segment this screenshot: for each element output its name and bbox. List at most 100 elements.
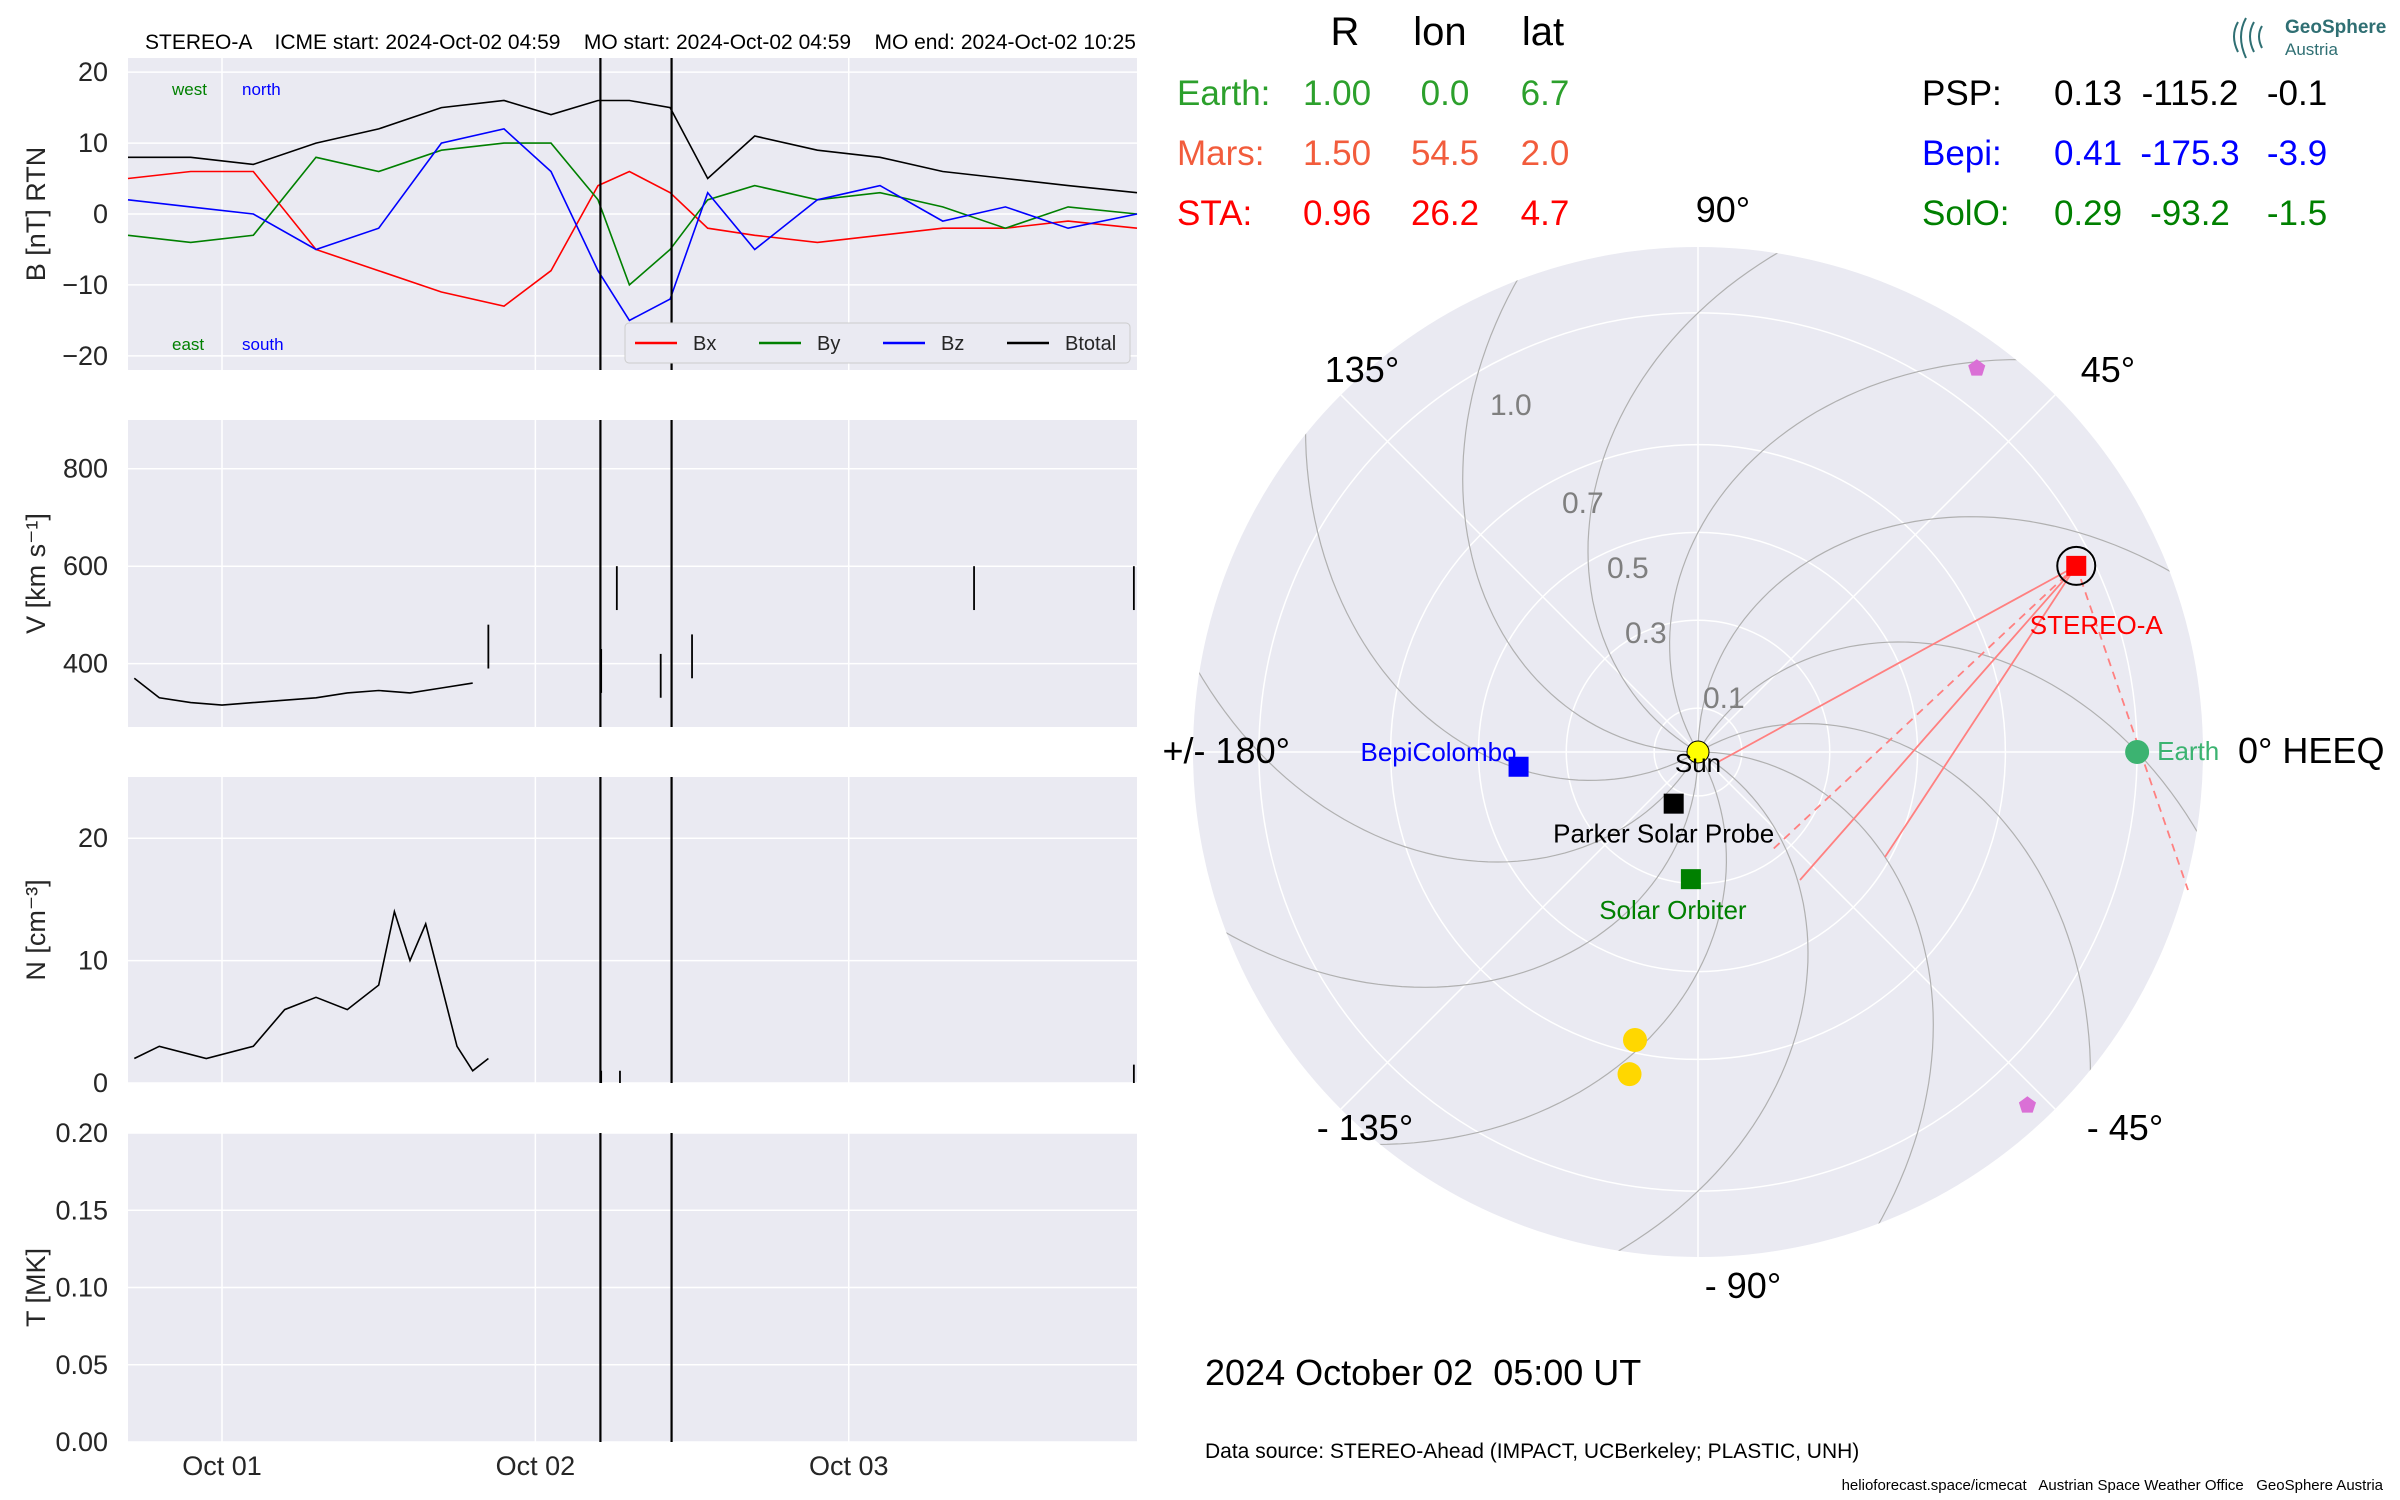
spiral-line [1697, 516, 2203, 753]
figure-title: STEREO-A ICME start: 2024-Oct-02 04:59 M… [145, 31, 1136, 54]
table-row-lon: -115.2 [2142, 74, 2239, 113]
body-marker [1686, 740, 1710, 764]
table-row-r: 0.29 [2054, 194, 2122, 233]
y-tick-label: 0.15 [55, 1195, 108, 1225]
polar-spoke [1697, 751, 2056, 1110]
annotation-west: west [171, 80, 207, 99]
series-btotal [128, 99, 1138, 194]
panel-background [128, 777, 1137, 1083]
body-label: BepiColombo [1361, 737, 1517, 767]
fov-line [1884, 565, 2078, 858]
body-yellow-dot [1617, 1062, 1642, 1087]
data-source: Data source: STEREO-Ahead (IMPACT, UCBer… [1205, 1440, 1859, 1463]
stereo-a-fov [1717, 565, 2189, 891]
time-series-panels: −20 −10 0 10 20 B [nT] RTN west north east south 4… [21, 57, 1138, 1481]
table-row-lat: 4.7 [1521, 194, 1570, 233]
table-row-name: SolO: [1922, 194, 2010, 233]
body-parker-solar-probe: Parker Solar Probe [1553, 793, 1774, 849]
footer-credit: helioforecast.space/icmecat Austrian Spa… [1842, 1477, 2384, 1494]
x-tick-label: Oct 01 [182, 1451, 262, 1481]
series-v [133, 677, 473, 706]
y-axis-title: V [km s⁻¹] [21, 513, 51, 634]
y-tick-label: 20 [78, 57, 108, 87]
table-row-r: 1.50 [1303, 134, 1371, 173]
legend-label: Btotal [1065, 333, 1116, 355]
annotation-south: south [242, 335, 284, 354]
body-marker [1968, 359, 1986, 376]
body-pentagon-2 [2018, 1096, 2036, 1113]
panel-V: 400 600 800 V [km s⁻¹] [21, 420, 1137, 727]
x-tick-label: Oct 02 [496, 1451, 576, 1481]
x-tick-label: Oct 03 [809, 1451, 889, 1481]
fov-line [1799, 565, 2077, 881]
table-row-name: STA: [1177, 194, 1252, 233]
table-row-r: 0.13 [2054, 74, 2122, 113]
y-axis-title: T [MK] [21, 1248, 51, 1327]
table-row-lon: -175.3 [2140, 134, 2239, 173]
fov-line-dashed [2075, 565, 2189, 891]
body-label: Solar Orbiter [1599, 895, 1747, 925]
polar-r-label: 0.7 [1562, 487, 1604, 520]
body-marker [2066, 555, 2087, 576]
spiral-line [1697, 751, 1934, 1257]
date-label: 2024 October 02 05:00 UT [1205, 1352, 1641, 1393]
polar-r-label: 0.1 [1703, 682, 1745, 715]
body-sun: Sun [1675, 740, 1721, 778]
y-tick-label: 0 [93, 199, 108, 229]
spiral-line [1304, 269, 1699, 782]
spiral-line [1587, 247, 1933, 753]
spiral-line [1193, 517, 1699, 863]
panel-background [128, 420, 1137, 727]
annotation-north: north [242, 80, 281, 99]
polar-angle-label: 45° [2081, 349, 2135, 390]
body-marker [2018, 1096, 2036, 1113]
legend-label: By [817, 333, 840, 355]
table-row-lat: -3.9 [2267, 134, 2327, 173]
table-row-lat: 2.0 [1521, 134, 1570, 173]
body-marker [1623, 1028, 1647, 1052]
panel-T: 0.00 0.05 0.10 0.15 0.20 T [MK] [21, 1118, 1137, 1457]
panel-B: −20 −10 0 10 20 B [nT] RTN west north east south [21, 57, 1138, 371]
spiral-line [1462, 247, 1699, 753]
table-row-r: 0.96 [1303, 194, 1371, 233]
body-bepicolombo: BepiColombo [1361, 737, 1529, 777]
polar-angle-label: - 45° [2087, 1107, 2163, 1148]
polar-r-label: 1.0 [1490, 389, 1532, 422]
polar-spoke [1340, 751, 1699, 1110]
y-tick-label: −10 [62, 270, 108, 300]
stereo-a-ring [2056, 545, 2097, 586]
y-axis-title: B [nT] RTN [21, 147, 51, 282]
polar-angle-label: - 135° [1317, 1107, 1413, 1148]
body-label: STEREO-A [2030, 610, 2164, 640]
y-tick-label: 0 [93, 1068, 108, 1098]
table-row-name: PSP: [1922, 74, 2002, 113]
series-bz [127, 128, 1138, 322]
table-header: lon [1413, 10, 1466, 54]
y-tick-label: 20 [78, 823, 108, 853]
y-tick-label: 0.10 [55, 1273, 108, 1303]
table-row-r: 0.41 [2054, 134, 2122, 173]
spiral-line [1193, 751, 1699, 988]
table-header: lat [1522, 10, 1564, 54]
spiral-line [1697, 722, 2092, 1235]
legend-label: Bz [941, 333, 964, 355]
table-row-lat: -0.1 [2267, 74, 2327, 113]
polar-angle-label: +/- 180° [1163, 730, 1290, 771]
body-marker [1508, 756, 1529, 777]
legend-label: Bx [693, 333, 716, 355]
polar-r-label: 0.3 [1625, 617, 1667, 650]
y-tick-label: 0.20 [55, 1118, 108, 1148]
body-marker [2125, 740, 2150, 764]
table-header: R [1331, 10, 1360, 54]
body-solar-orbiter: Solar Orbiter [1599, 869, 1747, 925]
geosphere-logo: GeoSphere Austria [2233, 17, 2386, 59]
table-row-lat: -1.5 [2267, 194, 2327, 233]
annotation-east: east [172, 335, 204, 354]
parker-spirals [1193, 247, 2203, 1257]
panel-N: 0 10 20 N [cm⁻³] [21, 777, 1137, 1098]
body-label: Sun [1675, 748, 1721, 778]
logo-swirl-icon [2233, 17, 2263, 59]
body-marker [1663, 793, 1684, 814]
b-legend: Bx By Bz Btotal [624, 322, 1131, 364]
